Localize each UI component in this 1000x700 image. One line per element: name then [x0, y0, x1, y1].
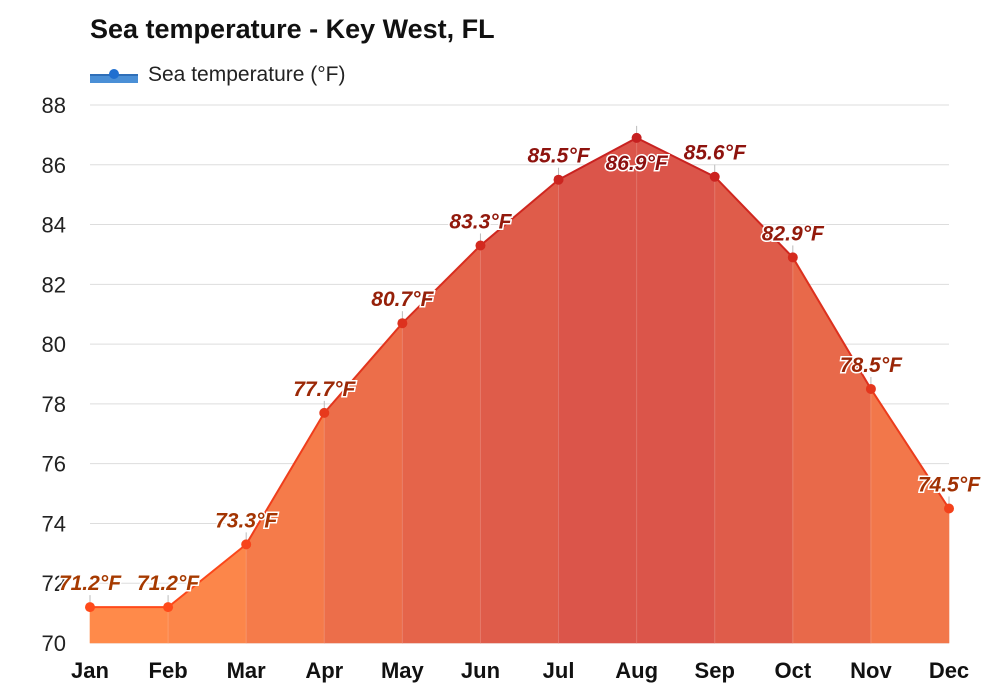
area-segment	[480, 179, 559, 644]
data-point[interactable]	[553, 174, 564, 185]
data-point[interactable]	[241, 539, 252, 550]
chart-title: Sea temperature - Key West, FL	[90, 14, 495, 44]
data-point[interactable]	[709, 171, 720, 182]
series-line	[791, 256, 872, 390]
y-tick-label: 84	[42, 213, 66, 238]
series-line	[167, 543, 247, 608]
legend[interactable]: Sea temperature (°F)	[90, 60, 345, 90]
data-point[interactable]	[865, 383, 876, 394]
x-tick-label: Feb	[149, 658, 188, 683]
data-point[interactable]	[631, 132, 642, 143]
x-tick-label: Jan	[71, 658, 109, 683]
legend-label: Sea temperature (°F)	[148, 63, 346, 86]
legend-swatch	[90, 67, 138, 83]
x-tick-label: May	[381, 658, 425, 683]
data-point[interactable]	[163, 602, 174, 613]
data-label: 74.5°F	[918, 474, 981, 497]
y-tick-label: 70	[42, 631, 66, 656]
data-point[interactable]	[397, 318, 408, 329]
data-label: 85.6°F	[684, 142, 747, 165]
x-tick-label: Aug	[615, 658, 658, 683]
data-label: 71.2°F	[137, 572, 200, 595]
series-line	[558, 136, 638, 181]
y-tick-label: 74	[42, 511, 66, 536]
data-point[interactable]	[944, 503, 954, 514]
data-point[interactable]	[319, 407, 330, 418]
area-segment	[323, 322, 403, 644]
data-label: 80.7°F	[371, 288, 434, 311]
x-tick-label: Oct	[774, 658, 811, 683]
series-line	[401, 244, 482, 324]
y-tick-label: 82	[42, 272, 66, 297]
series-line	[714, 176, 794, 259]
area-segment	[870, 387, 950, 644]
data-point[interactable]	[787, 252, 798, 263]
area-segment	[89, 606, 169, 644]
series-line	[245, 412, 326, 545]
x-tick-label: Jul	[543, 658, 575, 683]
x-tick-label: Sep	[695, 658, 735, 683]
y-tick-label: 86	[42, 153, 66, 178]
y-tick-label: 88	[42, 93, 66, 118]
area-segment	[792, 256, 872, 644]
data-label: 78.5°F	[840, 354, 903, 377]
data-label: 85.5°F	[527, 145, 590, 168]
x-tick-label: Dec	[929, 658, 969, 683]
data-label: 73.3°F	[215, 509, 278, 532]
series-line	[636, 136, 716, 178]
x-tick-label: Jun	[461, 658, 500, 683]
data-label: 83.3°F	[449, 210, 512, 233]
y-tick-label: 78	[42, 392, 66, 417]
data-point[interactable]	[475, 240, 486, 251]
x-tick-label: Apr	[305, 658, 343, 683]
y-tick-label: 72	[42, 571, 66, 596]
data-label: 77.7°F	[293, 378, 356, 401]
data-label: 86.9°F	[606, 152, 669, 175]
data-label: 82.9°F	[762, 222, 825, 245]
y-tick-label: 80	[42, 332, 66, 357]
area-segment	[636, 137, 716, 644]
y-tick-label: 76	[42, 452, 66, 477]
area-segment	[558, 137, 637, 644]
series-line	[479, 178, 560, 247]
x-tick-label: Mar	[227, 658, 267, 683]
data-point[interactable]	[85, 602, 95, 613]
series-line	[870, 388, 950, 510]
data-label: 71.2°F	[59, 572, 122, 595]
x-tick-label: Nov	[850, 658, 892, 683]
series-line	[323, 322, 404, 414]
